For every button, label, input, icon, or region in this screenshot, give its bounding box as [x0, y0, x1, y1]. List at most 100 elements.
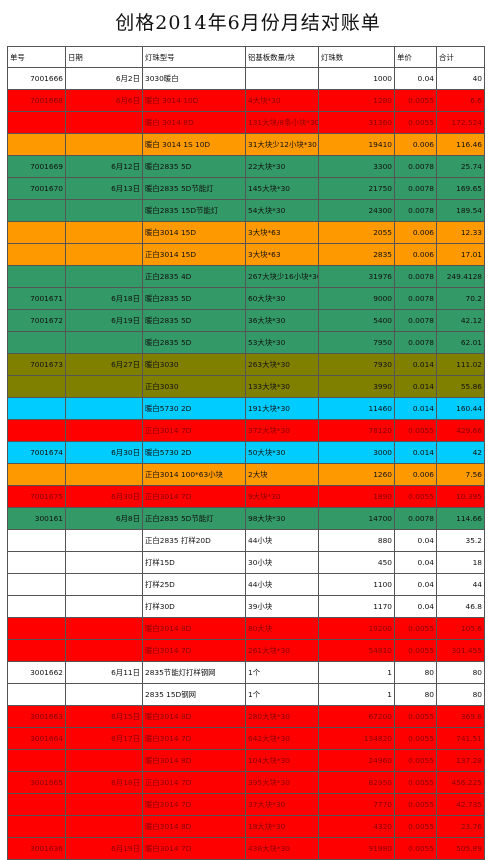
board-qty-cell: 37大块*30: [245, 793, 319, 816]
header-led-count: 灯珠数: [318, 46, 395, 68]
board-qty-cell: 22大块*30: [245, 155, 319, 178]
led-model-cell: 暖白3014 7D: [142, 639, 246, 662]
table-row: 正白3030 133大块*30 3990 0.014 55.86: [7, 375, 485, 398]
unit-price-cell: 0.0055: [394, 771, 437, 794]
header-total: 合计: [436, 46, 485, 68]
board-qty-cell: 1个: [245, 683, 319, 706]
unit-price-cell: 0.0055: [394, 815, 437, 838]
led-model-cell: 暖白3014 8D: [142, 705, 246, 728]
date-cell: 6月8日: [65, 507, 143, 530]
date-cell: 6月30日: [65, 441, 143, 464]
date-cell: [65, 749, 143, 772]
unit-price-cell: 0.0078: [394, 177, 437, 200]
order-no-cell: [7, 331, 66, 354]
total-cell: 42: [436, 441, 485, 464]
page-title: 创格2014年6月份月结对账单: [115, 12, 381, 34]
led-count-cell: 7930: [318, 353, 395, 376]
unit-price-cell: 0.04: [394, 67, 437, 90]
unit-price-cell: 80: [394, 683, 437, 706]
led-count-cell: 1890: [318, 485, 395, 508]
led-model-cell: 正白3014 100*63小块: [142, 463, 246, 486]
order-no-cell: [7, 529, 66, 552]
order-no-cell: [7, 639, 66, 662]
total-cell: 25.74: [436, 155, 485, 178]
order-no-cell: [7, 133, 66, 156]
led-count-cell: 67200: [318, 705, 395, 728]
order-no-cell: 3001665: [7, 771, 66, 794]
table-row: 正白3014 100*63小块 2大块 1260 0.006 7.56: [7, 463, 485, 486]
total-cell: 12.33: [436, 221, 485, 244]
order-no-cell: 3001662: [7, 661, 66, 684]
header-board-qty: 铝基板数量/块: [245, 46, 319, 68]
date-cell: [65, 419, 143, 442]
table-row: 正白2835 打样20D 44小块 880 0.04 35.2: [7, 529, 485, 552]
led-count-cell: 3990: [318, 375, 395, 398]
total-cell: 116.46: [436, 133, 485, 156]
total-cell: 105.6: [436, 617, 485, 640]
unit-price-cell: 0.0055: [394, 837, 437, 860]
table-row: 7001669 6月12日 暖白2835 5D 22大块*30 3300 0.0078 25…: [7, 155, 485, 178]
led-model-cell: 正白2835 4D: [142, 265, 246, 288]
table-row: 3001663 6月15日 暖白3014 8D 280大块*30 67200 0.0055…: [7, 705, 485, 728]
total-cell: 42.12: [436, 309, 485, 332]
board-qty-cell: 80大块: [245, 617, 319, 640]
total-cell: 456.225: [436, 771, 485, 794]
led-model-cell: 暖白3014 8D: [142, 617, 246, 640]
led-count-cell: 24960: [318, 749, 395, 772]
total-cell: 10.395: [436, 485, 485, 508]
led-count-cell: 19410: [318, 133, 395, 156]
date-cell: [65, 639, 143, 662]
date-cell: [65, 221, 143, 244]
table-row: 正白3014 15D 3大块*63 2835 0.006 17.01: [7, 243, 485, 266]
total-cell: 369.6: [436, 705, 485, 728]
board-qty-cell: 280大块*30: [245, 705, 319, 728]
board-qty-cell: 261大块*30: [245, 639, 319, 662]
table-row: 暖白3014 15D 3大块*63 2055 0.006 12.33: [7, 221, 485, 244]
board-qty-cell: 642大块*30: [245, 727, 319, 750]
led-model-cell: 暖白 3014 8D: [142, 111, 246, 134]
statement-table: 单号 日期 灯珠型号 铝基板数量/块 灯珠数 单价 合计 7001666 6月2日…: [7, 46, 485, 860]
board-qty-cell: 267大块少16小块*30: [245, 265, 319, 288]
total-cell: 18: [436, 551, 485, 574]
table-row: 暖白5730 2D 191大块*30 11460 0.014 160.44: [7, 397, 485, 420]
board-qty-cell: 104大块*30: [245, 749, 319, 772]
order-no-cell: [7, 749, 66, 772]
total-cell: 429.66: [436, 419, 485, 442]
table-row: 正白2835 4D 267大块少16小块*30 31976 0.0078 249.412…: [7, 265, 485, 288]
unit-price-cell: 0.0078: [394, 287, 437, 310]
led-model-cell: 正白3014 7D: [142, 485, 246, 508]
led-model-cell: 打样15D: [142, 551, 246, 574]
table-row: 3001662 6月11日 2835节能灯打样钢网 1个 1 80 80: [7, 661, 485, 684]
board-qty-cell: 44小块: [245, 573, 319, 596]
unit-price-cell: 0.0055: [394, 111, 437, 134]
date-cell: 6月27日: [65, 353, 143, 376]
board-qty-cell: 145大块*30: [245, 177, 319, 200]
board-qty-cell: 2大块: [245, 463, 319, 486]
table-row: 7001671 6月18日 暖白2835 5D 60大块*30 9000 0.0078 70…: [7, 287, 485, 310]
led-count-cell: 3000: [318, 441, 395, 464]
table-row: 2835 15D钢网 1个 1 80 80: [7, 683, 485, 706]
order-no-cell: [7, 793, 66, 816]
total-cell: 114.66: [436, 507, 485, 530]
led-count-cell: 2835: [318, 243, 395, 266]
total-cell: 17.01: [436, 243, 485, 266]
led-count-cell: 9000: [318, 287, 395, 310]
total-cell: 46.8: [436, 595, 485, 618]
table-row: 7001673 6月27日 暖白3030 263大块*30 7930 0.014 111.0…: [7, 353, 485, 376]
led-model-cell: 暖白2835 15D节能灯: [142, 199, 246, 222]
table-row: 3001636 6月19日 暖白3014 7D 438大块*30 91980 0.0055…: [7, 837, 485, 860]
total-cell: 160.44: [436, 397, 485, 420]
total-cell: 189.54: [436, 199, 485, 222]
order-no-cell: [7, 243, 66, 266]
total-cell: 80: [436, 661, 485, 684]
order-no-cell: 300161: [7, 507, 66, 530]
unit-price-cell: 0.0055: [394, 419, 437, 442]
order-no-cell: [7, 463, 66, 486]
table-row: 7001675 6月30日 正白3014 7D 9大块*30 1890 0.0055 10.…: [7, 485, 485, 508]
led-model-cell: 暖白3014 7D: [142, 837, 246, 860]
total-cell: 172.524: [436, 111, 485, 134]
unit-price-cell: 0.014: [394, 441, 437, 464]
order-no-cell: [7, 419, 66, 442]
led-model-cell: 暖白3014 8D: [142, 815, 246, 838]
led-count-cell: 2055: [318, 221, 395, 244]
